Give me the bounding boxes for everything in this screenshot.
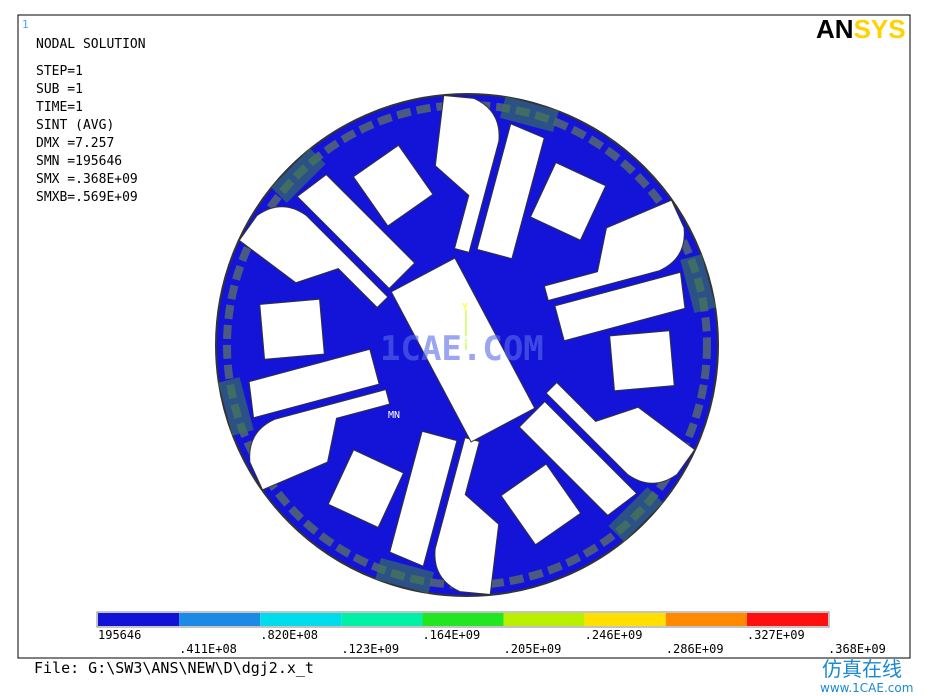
legend-frame	[96, 611, 830, 628]
legend-label: .164E+09	[422, 628, 480, 642]
legend-label: .123E+09	[341, 642, 399, 656]
magnet	[609, 330, 675, 392]
legend-swatch	[584, 613, 666, 626]
slot-shape	[248, 348, 391, 491]
tooth-cluster	[218, 376, 254, 436]
legend-swatch	[665, 613, 747, 626]
legend-label: 195646	[98, 628, 141, 642]
info-line: TIME=1	[36, 100, 83, 115]
info-line: SUB =1	[36, 82, 83, 97]
site-name: 仿真在线	[822, 657, 902, 681]
slot	[218, 298, 391, 491]
viewport-frame	[17, 14, 911, 659]
slot	[543, 199, 716, 392]
triad-z: Z	[462, 335, 468, 346]
legend-label: .368E+09	[828, 642, 886, 656]
magnet	[529, 161, 607, 241]
legend-label: .327E+09	[747, 628, 805, 642]
slot	[327, 430, 500, 596]
legend-label: .411E+08	[179, 642, 237, 656]
slot	[500, 381, 696, 546]
legend-label: .246E+09	[585, 628, 643, 642]
tooth-cluster	[680, 254, 716, 314]
info-line: STEP=1	[36, 64, 83, 79]
model: 1CAE.COM Y Z MN	[215, 93, 719, 597]
info-line: SMN =195646	[36, 154, 122, 169]
min-marker: MN	[388, 410, 400, 421]
tooth-cluster	[499, 96, 559, 133]
slot-shape	[389, 430, 500, 596]
logo-b: SYS	[854, 14, 906, 44]
legend-swatch	[746, 613, 828, 626]
legend-label: .205E+09	[504, 642, 562, 656]
tooth-cluster	[375, 557, 435, 594]
info-line: SINT (AVG)	[36, 118, 114, 133]
magnet	[352, 144, 434, 227]
legend-swatch	[503, 613, 585, 626]
slot	[238, 144, 434, 309]
slot	[434, 94, 607, 260]
legend-swatch	[179, 613, 261, 626]
slot-shape	[238, 173, 416, 309]
center-block	[390, 257, 536, 443]
legend-swatch	[341, 613, 423, 626]
tooth-cluster	[271, 148, 326, 203]
logo: ANSYS	[816, 14, 906, 44]
triad-y: Y	[462, 302, 468, 313]
slot-shape	[434, 94, 545, 260]
legend-swatch	[422, 613, 504, 626]
logo-a: AN	[816, 14, 854, 44]
magnet	[500, 463, 582, 546]
window-number: 1	[22, 18, 29, 31]
info-line: DMX =7.257	[36, 136, 114, 151]
file-path: File: G:\SW3\ANS\NEW\D\dgj2.x_t	[34, 659, 314, 677]
slot-shape	[543, 199, 686, 342]
info-line: SMXB=.569E+09	[36, 190, 138, 205]
magnet	[327, 449, 405, 529]
magnet	[259, 298, 325, 360]
watermark: 1CAE.COM	[380, 329, 544, 369]
slot-shape	[518, 381, 696, 517]
legend-swatch	[98, 613, 180, 626]
title: NODAL SOLUTION	[36, 37, 146, 52]
legend-label: .820E+08	[260, 628, 318, 642]
info-line: SMX =.368E+09	[36, 172, 138, 187]
site-url: www.1CAE.com	[820, 681, 913, 695]
tooth-cluster	[608, 487, 663, 542]
legend-swatch	[260, 613, 342, 626]
legend-label: .286E+09	[666, 642, 724, 656]
